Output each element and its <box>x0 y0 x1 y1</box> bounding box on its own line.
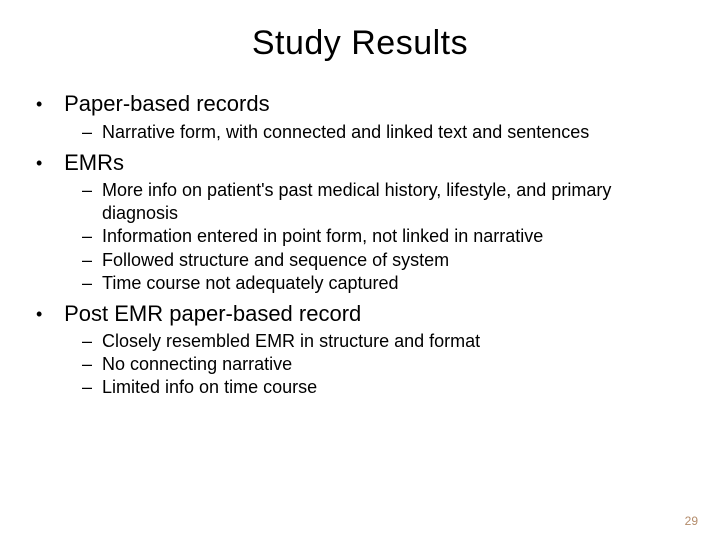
list-item: Paper-based records Narrative form, with… <box>58 89 680 144</box>
list-item: Post EMR paper-based record Closely rese… <box>58 299 680 400</box>
section-heading: Paper-based records <box>64 91 269 116</box>
page-number: 29 <box>685 514 698 528</box>
sub-list-item: Closely resembled EMR in structure and f… <box>102 330 680 353</box>
sub-list-item: Information entered in point form, not l… <box>102 225 680 248</box>
sub-list-item: More info on patient's past medical hist… <box>102 179 680 225</box>
list-item: EMRs More info on patient's past medical… <box>58 148 680 295</box>
slide-title: Study Results <box>40 24 680 63</box>
slide: Study Results Paper-based records Narrat… <box>0 0 720 540</box>
bullet-list: Paper-based records Narrative form, with… <box>40 89 680 399</box>
sub-list: Narrative form, with connected and linke… <box>58 121 680 144</box>
sub-list: More info on patient's past medical hist… <box>58 179 680 294</box>
sub-list-item: Limited info on time course <box>102 376 680 399</box>
sub-list-item: No connecting narrative <box>102 353 680 376</box>
section-heading: Post EMR paper-based record <box>64 301 361 326</box>
section-heading: EMRs <box>64 150 124 175</box>
sub-list-item: Followed structure and sequence of syste… <box>102 249 680 272</box>
sub-list-item: Narrative form, with connected and linke… <box>102 121 680 144</box>
sub-list-item: Time course not adequately captured <box>102 272 680 295</box>
sub-list: Closely resembled EMR in structure and f… <box>58 330 680 399</box>
